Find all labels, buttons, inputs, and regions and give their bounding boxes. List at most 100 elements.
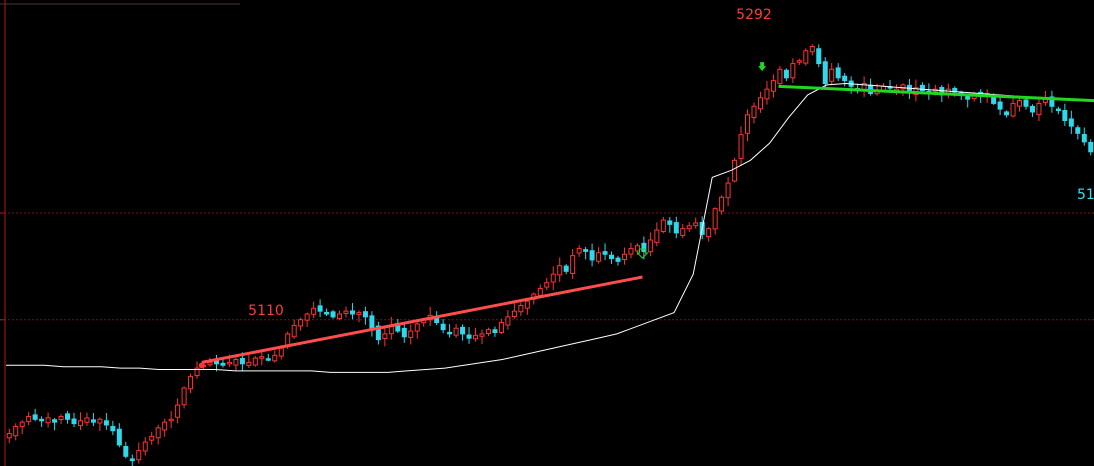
candle-body bbox=[596, 252, 602, 262]
annotation-high-label: 5292 bbox=[736, 7, 772, 23]
candle-body bbox=[220, 362, 226, 366]
buy-signal-dot bbox=[198, 362, 205, 369]
candle-body bbox=[1081, 133, 1087, 143]
candle-body bbox=[647, 239, 653, 253]
candle-body bbox=[460, 326, 466, 335]
candle-body bbox=[667, 220, 673, 225]
candle-body bbox=[816, 48, 822, 65]
moving-average-line bbox=[6, 82, 1094, 373]
candle-body bbox=[544, 282, 550, 288]
candle-body bbox=[356, 312, 362, 315]
candle-body bbox=[745, 114, 751, 134]
candle-body bbox=[349, 310, 355, 315]
candles-layer bbox=[6, 44, 1094, 466]
candle-body bbox=[550, 273, 556, 283]
candle-body bbox=[265, 358, 271, 361]
candle-body bbox=[32, 414, 38, 420]
candle-body bbox=[123, 445, 129, 457]
candle-body bbox=[369, 315, 375, 329]
candle-body bbox=[149, 435, 155, 441]
candle-body bbox=[680, 228, 686, 236]
candle-body bbox=[142, 441, 148, 452]
candle-body bbox=[673, 222, 679, 234]
candle-body bbox=[58, 415, 64, 420]
candle-body bbox=[829, 68, 835, 82]
candle-body bbox=[524, 300, 530, 309]
candle-body bbox=[246, 361, 252, 366]
candle-body bbox=[298, 319, 304, 327]
sell-arrow-icon bbox=[758, 62, 767, 72]
candle-body bbox=[1068, 118, 1074, 127]
candle-body bbox=[796, 60, 802, 63]
candle-body bbox=[628, 248, 634, 255]
candle-body bbox=[97, 418, 103, 424]
candle-body bbox=[706, 228, 712, 238]
candle-body bbox=[65, 413, 71, 420]
candle-body bbox=[965, 95, 971, 100]
candle-body bbox=[822, 61, 828, 84]
candle-body bbox=[842, 75, 848, 82]
downtrend-line bbox=[778, 84, 1094, 103]
candle-body bbox=[414, 323, 420, 332]
candle-body bbox=[1075, 127, 1081, 134]
candle-body bbox=[777, 68, 783, 84]
candle-body bbox=[634, 245, 640, 252]
candle-body bbox=[259, 356, 265, 359]
candle-body bbox=[330, 311, 336, 318]
uptrend-line bbox=[201, 275, 643, 364]
candle-body bbox=[1029, 105, 1035, 113]
candle-body bbox=[6, 433, 12, 439]
candle-body bbox=[181, 387, 187, 406]
candle-body bbox=[473, 334, 479, 340]
candle-body bbox=[324, 311, 330, 315]
candle-body bbox=[732, 159, 738, 182]
candle-body bbox=[226, 361, 232, 365]
candle-body bbox=[757, 97, 763, 110]
candle-body bbox=[492, 329, 498, 334]
candle-body bbox=[790, 63, 796, 79]
candle-body bbox=[175, 404, 181, 418]
candle-body bbox=[900, 84, 906, 90]
candle-body bbox=[686, 225, 692, 230]
candle-body bbox=[621, 253, 627, 261]
candle-body bbox=[317, 305, 323, 312]
signal-markers bbox=[198, 62, 767, 369]
candle-body bbox=[770, 80, 776, 92]
candle-body bbox=[453, 327, 459, 336]
candle-body bbox=[168, 418, 174, 422]
candle-body bbox=[783, 69, 789, 79]
candle-body bbox=[660, 219, 666, 232]
candle-body bbox=[576, 248, 582, 254]
candle-body bbox=[136, 450, 142, 461]
candle-body bbox=[155, 427, 161, 439]
candle-body bbox=[19, 421, 25, 427]
candle-body bbox=[1004, 111, 1010, 116]
candle-body bbox=[233, 359, 239, 366]
candle-body bbox=[84, 417, 90, 423]
candle-body bbox=[835, 67, 841, 79]
candle-body bbox=[1010, 102, 1016, 117]
candle-body bbox=[71, 418, 77, 425]
candle-body bbox=[485, 329, 491, 335]
candle-body bbox=[615, 257, 621, 262]
candle-body bbox=[337, 313, 343, 320]
candle-body bbox=[505, 316, 511, 326]
candle-body bbox=[401, 327, 407, 338]
candle-body bbox=[919, 84, 925, 92]
candle-body bbox=[239, 357, 245, 365]
candle-body bbox=[291, 324, 297, 338]
candle-body bbox=[13, 425, 19, 437]
candle-body bbox=[466, 334, 472, 339]
candle-body bbox=[693, 222, 699, 227]
candle-body bbox=[1055, 108, 1061, 112]
candle-body bbox=[440, 323, 446, 331]
candle-body bbox=[382, 333, 388, 339]
candle-body bbox=[641, 242, 647, 252]
candle-body bbox=[45, 417, 51, 424]
candle-body bbox=[498, 322, 504, 333]
candle-body bbox=[116, 428, 122, 446]
candle-body bbox=[110, 426, 116, 432]
candle-body bbox=[1023, 99, 1029, 107]
candle-body bbox=[1062, 110, 1068, 121]
